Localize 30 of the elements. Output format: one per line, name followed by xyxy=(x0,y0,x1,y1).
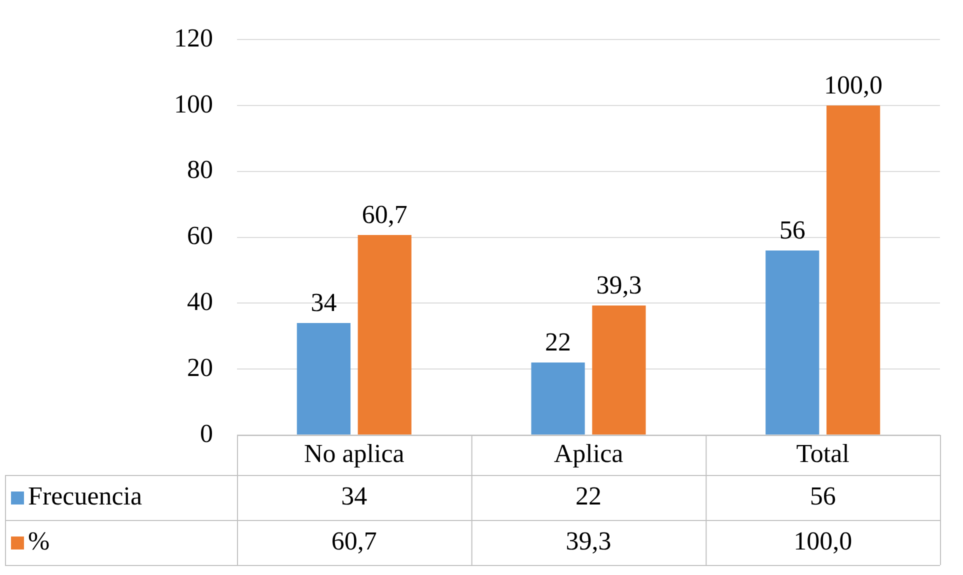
data-label: 56 xyxy=(810,481,836,510)
x-tick-label: No aplica xyxy=(304,438,405,468)
text: 22 xyxy=(545,327,572,356)
bar xyxy=(358,234,412,434)
data-label: 60,7 xyxy=(331,526,377,556)
data-label: 39,3 xyxy=(566,526,612,556)
data-label: 34 xyxy=(341,481,368,510)
y-tick-label: 60 xyxy=(187,221,213,250)
y-tick-label: 20 xyxy=(187,352,213,382)
data-label: 22 xyxy=(576,481,602,510)
legend-label: Frecuencia xyxy=(28,481,142,510)
x-tick-label: Total xyxy=(796,438,850,468)
text: 39,3 xyxy=(596,270,642,300)
y-tick-label: 100 xyxy=(174,89,213,118)
text: 60,7 xyxy=(362,200,408,229)
bar xyxy=(592,306,646,434)
y-tick-label: 80 xyxy=(187,155,213,184)
y-tick-label: 120 xyxy=(174,23,213,52)
data-label: 100,0 xyxy=(794,526,852,556)
x-tick-label: Aplica xyxy=(554,438,624,468)
bar xyxy=(766,250,820,434)
text: 100,0 xyxy=(824,70,883,100)
bar xyxy=(296,322,351,434)
bar xyxy=(826,106,880,434)
y-tick-label: 0 xyxy=(200,418,213,448)
y-tick-label: 40 xyxy=(187,287,213,316)
legend-label: % xyxy=(28,526,50,556)
bar xyxy=(531,362,585,434)
text: 56 xyxy=(779,215,806,244)
text: 34 xyxy=(310,288,337,317)
